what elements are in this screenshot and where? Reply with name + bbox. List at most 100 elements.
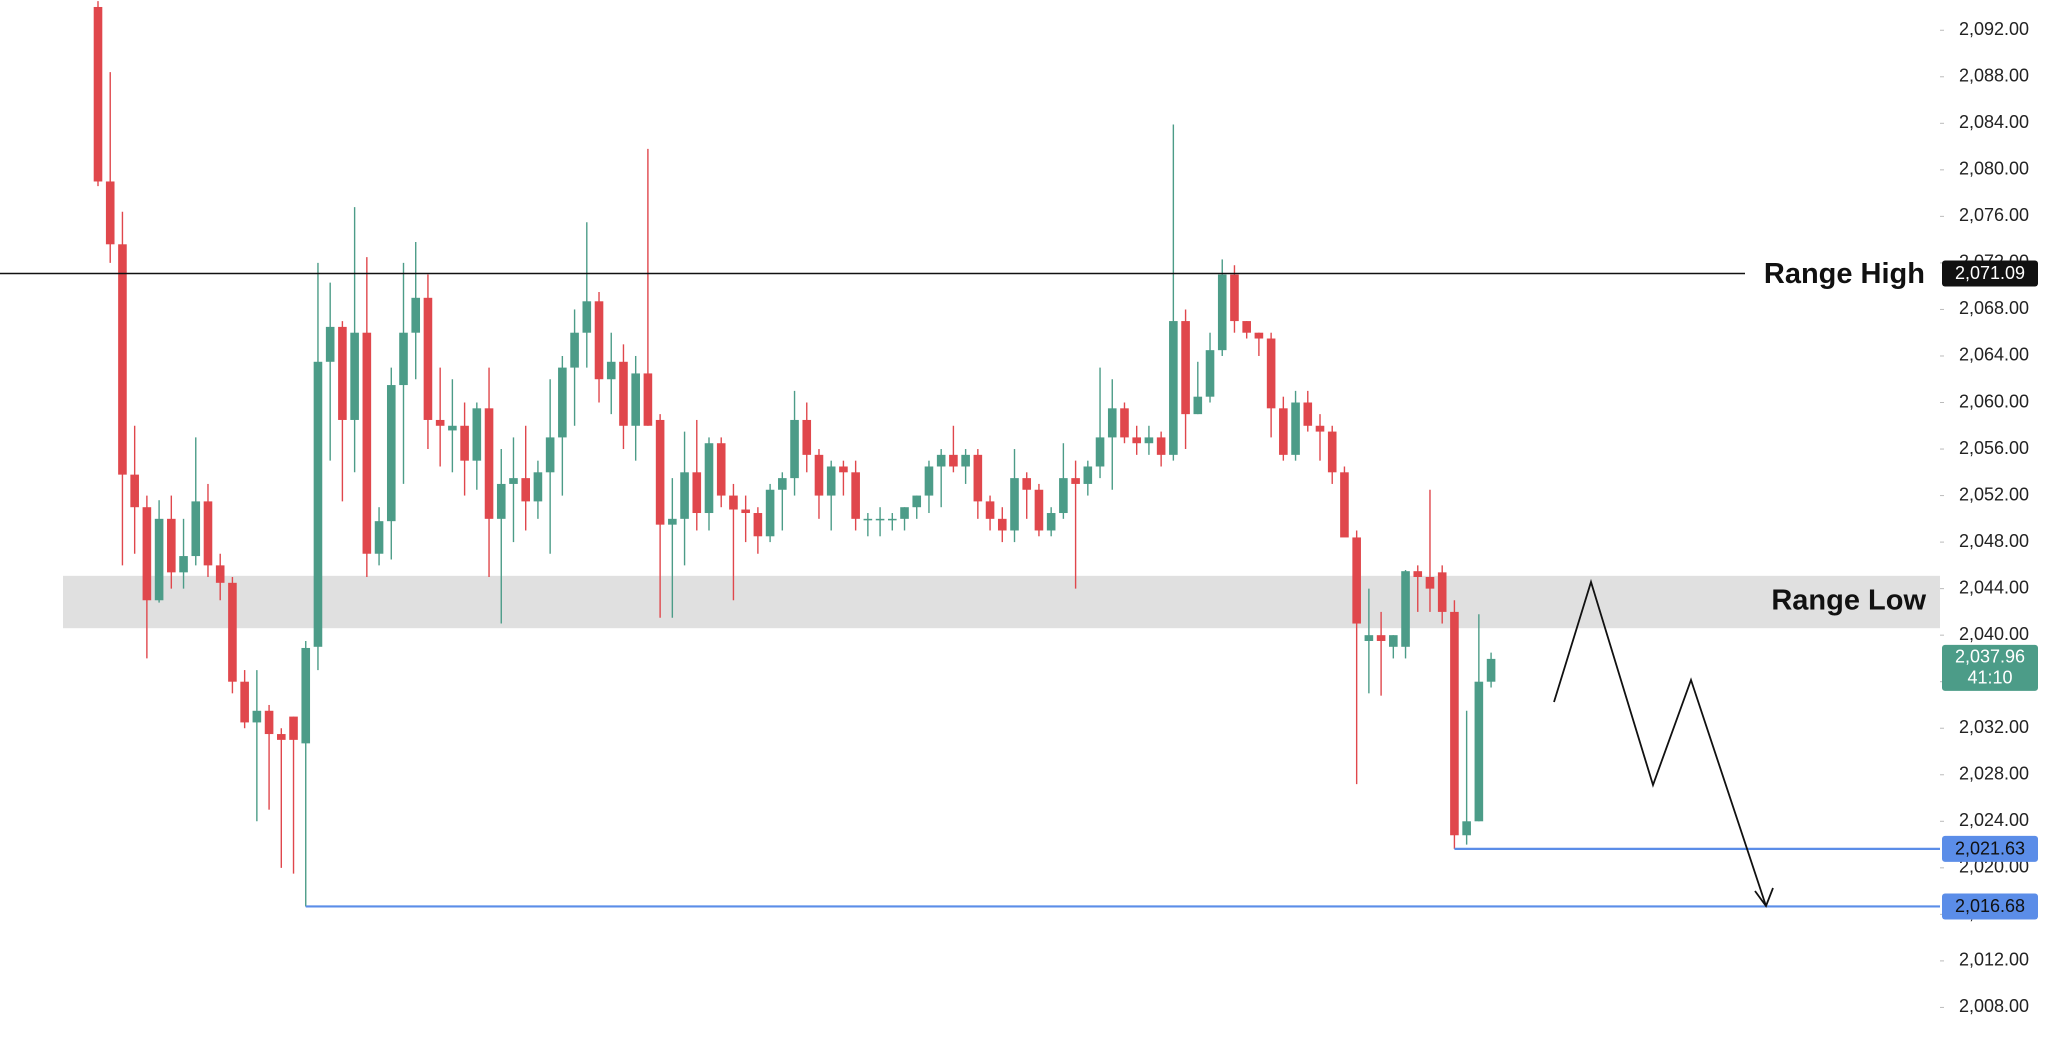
candle-body xyxy=(594,301,604,380)
y-tick-label: 2,048.00 xyxy=(1959,531,2029,551)
candle-body xyxy=(692,472,702,514)
price-tag xyxy=(1942,893,2038,920)
candle-body xyxy=(1120,408,1129,438)
candle-body xyxy=(826,466,836,496)
candle-body xyxy=(924,466,934,496)
candle-body xyxy=(154,518,164,601)
candle-body xyxy=(325,326,335,362)
last-price-label: 2,037.96 xyxy=(1955,647,2025,667)
y-tick-label: 2,080.00 xyxy=(1959,159,2029,179)
candle-body xyxy=(460,425,469,461)
candle-body xyxy=(1230,274,1239,322)
candle-body xyxy=(716,443,726,496)
y-tick-label: 2,056.00 xyxy=(1959,438,2029,458)
candle-body xyxy=(374,521,384,554)
candle-body xyxy=(570,332,579,368)
candle-body xyxy=(985,501,995,519)
candle-body xyxy=(1022,478,1032,490)
candle-body xyxy=(741,509,750,514)
candle-body xyxy=(1242,321,1251,333)
candle-body xyxy=(1144,437,1154,444)
y-tick-label: 2,084.00 xyxy=(1959,112,2029,132)
y-tick-label: 2,052.00 xyxy=(1959,484,2029,504)
candle-body xyxy=(1462,821,1471,836)
candle-body xyxy=(179,556,188,573)
candle-body xyxy=(936,454,946,467)
y-tick-label: 2,028.00 xyxy=(1959,764,2029,784)
candle-body xyxy=(949,454,958,467)
candle-body xyxy=(435,419,445,426)
candle-body xyxy=(1364,635,1374,641)
candle-body xyxy=(1474,681,1484,822)
price-tag-label: 2,071.09 xyxy=(1955,263,2025,283)
candle-body xyxy=(961,454,970,467)
candle-body xyxy=(1401,571,1410,647)
candle-body xyxy=(643,373,653,426)
candle-body xyxy=(130,474,139,508)
candle-body xyxy=(1340,472,1349,538)
candle-body xyxy=(753,513,763,537)
candle-body xyxy=(1437,572,1447,612)
candle-body xyxy=(1059,478,1068,514)
candle-body xyxy=(533,472,543,502)
candle-body xyxy=(802,419,812,455)
candle-body xyxy=(619,361,628,426)
candle-body xyxy=(900,507,909,519)
y-tick-label: 2,044.00 xyxy=(1959,577,2029,597)
candle-body xyxy=(729,495,738,510)
candle-body xyxy=(1193,396,1203,415)
candle-body xyxy=(118,244,127,475)
candle-body xyxy=(863,518,873,521)
candle-body xyxy=(839,466,848,473)
candle-body xyxy=(1217,274,1227,351)
candle-body xyxy=(1254,332,1264,339)
candle-body xyxy=(912,495,922,508)
y-tick-label: 2,008.00 xyxy=(1959,996,2029,1016)
candle-body xyxy=(851,472,860,519)
y-tick-label: 2,068.00 xyxy=(1959,298,2029,318)
candle-body xyxy=(509,478,518,484)
candle-body xyxy=(1303,402,1313,426)
candle-body xyxy=(228,582,237,682)
candle-body xyxy=(1425,577,1435,589)
countdown-label: 41:10 xyxy=(1967,668,2012,688)
candle-body xyxy=(875,518,885,521)
candle-body xyxy=(1327,431,1337,473)
candle-body xyxy=(1291,402,1300,455)
candle-body xyxy=(252,710,262,723)
candle-body xyxy=(301,647,311,744)
candle-body xyxy=(1486,658,1496,682)
candle-body xyxy=(313,361,323,647)
candle-body xyxy=(1169,321,1178,455)
candle-body xyxy=(1413,571,1423,578)
candle-body xyxy=(521,478,530,502)
candle-body xyxy=(448,425,457,431)
y-tick-label: 2,076.00 xyxy=(1959,205,2029,225)
candle-body xyxy=(338,326,347,420)
candle-body xyxy=(264,710,274,735)
candle-body xyxy=(1010,478,1019,531)
candle-body xyxy=(997,518,1007,531)
background-layer: 2,008.002,012.002,016.002,020.002,024.00… xyxy=(63,19,2029,1016)
candle-body xyxy=(668,518,677,525)
candle-body xyxy=(765,489,775,537)
price-tag xyxy=(1942,260,2038,287)
y-tick-label: 2,024.00 xyxy=(1959,810,2029,830)
candle-body xyxy=(582,301,592,333)
candle-body xyxy=(105,181,115,245)
candle-body xyxy=(167,518,176,573)
candle-body xyxy=(704,443,714,514)
candle-body xyxy=(680,472,689,519)
candle-body xyxy=(191,501,201,557)
candle-body xyxy=(778,478,787,490)
y-tick-label: 2,064.00 xyxy=(1959,345,2029,365)
candle-body xyxy=(973,454,983,502)
candle-body xyxy=(631,373,640,426)
candle-body xyxy=(289,716,298,740)
last-price-tag xyxy=(1942,644,2038,691)
candle-body xyxy=(484,408,494,519)
candle-body xyxy=(142,507,152,601)
candle-body xyxy=(1352,537,1361,624)
